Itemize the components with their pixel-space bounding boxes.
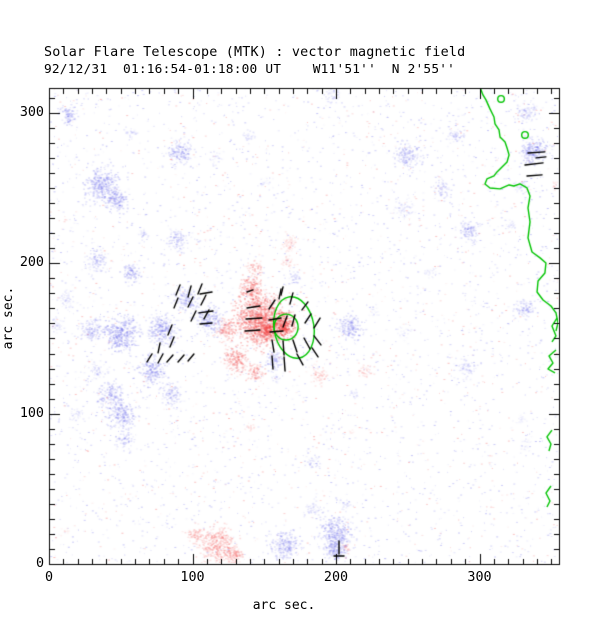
x-tick-label: 100 bbox=[180, 570, 205, 585]
y-tick-label: 100 bbox=[19, 405, 44, 421]
x-tick-label: 200 bbox=[323, 570, 349, 585]
plot-subtitle: 92/12/31 01:16:54-01:18:00 UT W11'51'' N… bbox=[44, 62, 456, 77]
y-axis-label: arc sec. bbox=[1, 286, 16, 350]
y-tick-label: 200 bbox=[19, 255, 44, 271]
x-tick-label: 0 bbox=[44, 570, 54, 585]
plot-title: Solar Flare Telescope (MTK) : vector mag… bbox=[44, 45, 466, 60]
x-axis-label: arc sec. bbox=[252, 598, 316, 613]
x-tick-label: 300 bbox=[467, 570, 492, 585]
y-tick-label: 300 bbox=[19, 104, 44, 120]
y-tick-label: 0 bbox=[35, 556, 44, 571]
